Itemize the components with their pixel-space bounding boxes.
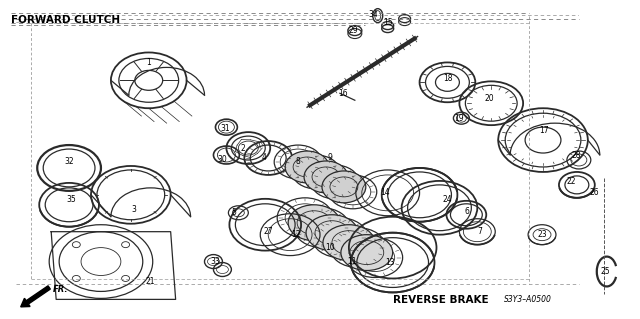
Text: 18: 18: [444, 74, 453, 83]
Text: 13: 13: [385, 258, 394, 267]
Text: 10: 10: [325, 243, 335, 252]
Text: 28: 28: [571, 151, 580, 160]
Text: 3: 3: [131, 205, 136, 214]
Text: 34: 34: [369, 10, 379, 19]
Text: S3Y3–A0500: S3Y3–A0500: [504, 295, 552, 304]
Text: 19: 19: [454, 114, 464, 123]
Text: 29: 29: [348, 26, 358, 35]
Text: 24: 24: [443, 195, 452, 204]
Text: 25: 25: [601, 267, 611, 276]
Text: 4: 4: [262, 152, 267, 161]
Text: 8: 8: [296, 158, 300, 167]
Text: 14: 14: [380, 188, 390, 197]
Text: 35: 35: [66, 195, 76, 204]
Ellipse shape: [341, 235, 393, 271]
Text: 16: 16: [338, 89, 348, 98]
Ellipse shape: [288, 205, 340, 241]
Text: FORWARD CLUTCH: FORWARD CLUTCH: [12, 15, 120, 25]
Text: 11: 11: [347, 257, 356, 266]
Text: 17: 17: [540, 126, 549, 135]
Text: 31: 31: [221, 124, 230, 133]
Text: 1: 1: [147, 58, 151, 67]
Text: REVERSE BRAKE: REVERSE BRAKE: [393, 295, 488, 305]
Text: 15: 15: [383, 18, 392, 27]
Text: 26: 26: [590, 188, 600, 197]
Ellipse shape: [285, 151, 329, 183]
Text: 32: 32: [64, 158, 74, 167]
Text: FR.: FR.: [53, 286, 68, 294]
Text: 30: 30: [218, 155, 227, 165]
Ellipse shape: [304, 161, 348, 193]
Text: 6: 6: [465, 207, 470, 216]
Ellipse shape: [323, 225, 375, 261]
Text: 2: 2: [241, 144, 246, 152]
Text: 23: 23: [537, 230, 547, 239]
Text: 7: 7: [477, 227, 482, 236]
Text: 22: 22: [566, 177, 575, 186]
Text: 5: 5: [231, 208, 236, 217]
Text: 27: 27: [264, 227, 273, 236]
Ellipse shape: [306, 215, 358, 251]
Text: 33: 33: [211, 257, 220, 266]
Text: 20: 20: [484, 94, 494, 103]
Ellipse shape: [322, 171, 366, 203]
FancyArrow shape: [20, 286, 51, 307]
Text: 9: 9: [328, 152, 332, 161]
Text: 12: 12: [291, 230, 301, 239]
Text: 21: 21: [146, 277, 156, 286]
